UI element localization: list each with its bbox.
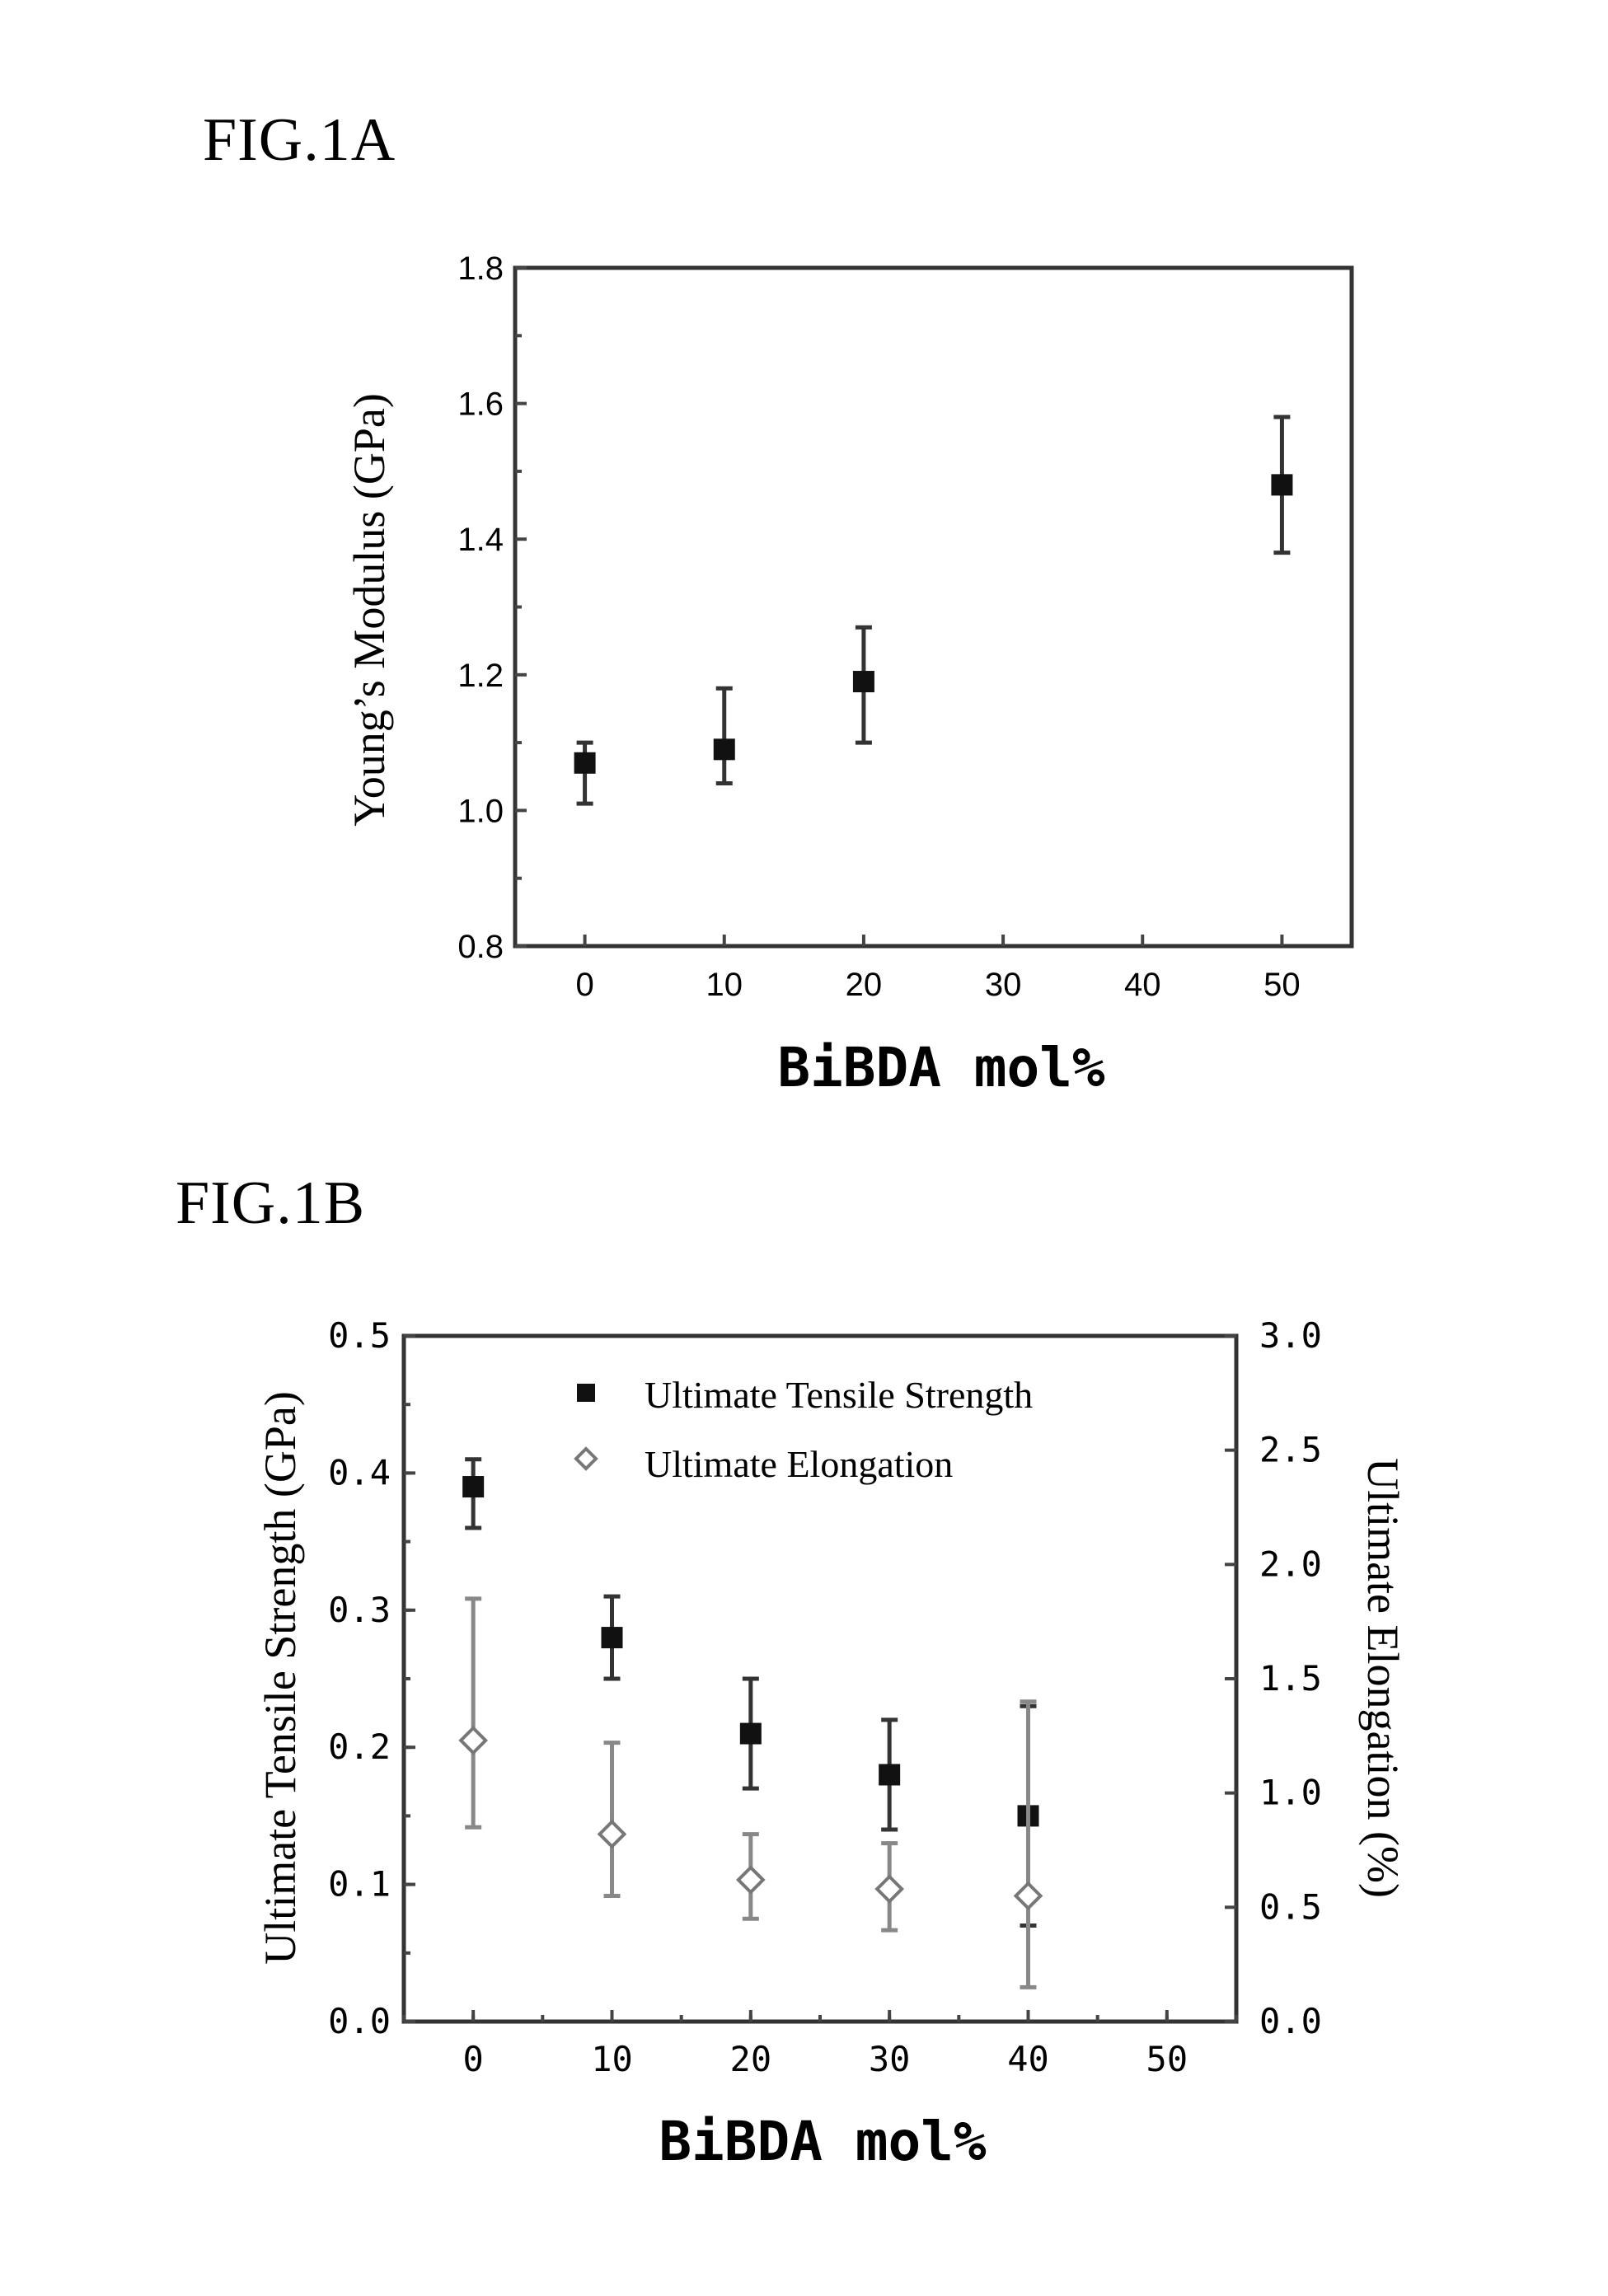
data-point-tensile <box>462 1476 484 1497</box>
y-tick-label-right: 2.5 <box>1259 1430 1322 1470</box>
x-tick-labels: 0 10 20 30 40 50 <box>575 967 1300 1003</box>
x-tick-label: 0 <box>575 967 593 1003</box>
x-tick-label: 10 <box>706 967 743 1003</box>
data-points-b <box>461 1460 1040 1988</box>
y-tick-label-right: 1.5 <box>1259 1658 1322 1699</box>
data-point-tensile <box>879 1764 900 1785</box>
data-point <box>1271 474 1292 495</box>
x-tick-label: 30 <box>985 967 1022 1003</box>
y-tick-label-right: 1.0 <box>1259 1773 1322 1813</box>
figure-1b-title: FIG.1B <box>176 1169 365 1239</box>
x-tick-marks-b <box>404 2010 1236 2022</box>
x-tick-label: 30 <box>869 2039 911 2079</box>
y-tick-label: 1.4 <box>457 522 504 558</box>
y-tick-label: 1.6 <box>457 387 504 423</box>
data-point-elongation <box>600 1822 625 1847</box>
y-tick-labels: 0.8 1.0 1.2 1.4 1.6 1.8 <box>457 251 504 965</box>
data-points <box>574 417 1293 804</box>
plot-frame <box>515 268 1352 946</box>
y-tick-label: 0.8 <box>457 929 504 965</box>
x-tick-label: 50 <box>1263 967 1301 1003</box>
y-tick-label-left: 0.0 <box>328 2001 391 2041</box>
y-tick-label: 1.8 <box>457 251 504 287</box>
x-tick-label: 50 <box>1146 2039 1188 2079</box>
data-point <box>574 752 596 774</box>
data-point-elongation <box>461 1728 485 1753</box>
y-tick-label: 1.2 <box>457 658 504 694</box>
x-tick-label: 40 <box>1007 2039 1049 2079</box>
data-point-elongation <box>877 1877 902 1901</box>
data-point-tensile <box>602 1627 623 1648</box>
y-tick-labels-left: 0.0 0.1 0.2 0.3 0.4 0.5 <box>328 1315 391 2041</box>
plot-frame-b <box>404 1336 1236 2022</box>
legend: Ultimate Tensile Strength Ultimate Elong… <box>576 1374 1033 1485</box>
x-axis-label: BiBDA mol% <box>777 1036 1105 1099</box>
x-tick-label: 40 <box>1124 967 1161 1003</box>
y-axis-label-right: Ultimate Elongation (%) <box>1358 1458 1408 1898</box>
legend-marker-filled <box>577 1384 595 1402</box>
x-tick-label: 0 <box>463 2039 484 2079</box>
y-tick-label-right: 0.0 <box>1259 2001 1322 2041</box>
x-axis-label-b: BiBDA mol% <box>659 2110 987 2173</box>
y-tick-label-left: 0.1 <box>328 1864 391 1905</box>
y-tick-label-right: 0.5 <box>1259 1886 1322 1927</box>
y-tick-label-right: 3.0 <box>1259 1315 1322 1356</box>
y-tick-marks-b <box>404 1336 1236 2022</box>
data-point <box>853 671 874 692</box>
x-tick-label: 10 <box>591 2039 633 2079</box>
y-axis-label-left: Ultimate Tensile Strength (GPa) <box>255 1391 305 1965</box>
data-point-elongation <box>738 1867 763 1892</box>
y-tick-label-left: 0.2 <box>328 1727 391 1767</box>
data-point-elongation <box>1016 1883 1041 1908</box>
legend-label-elongation: Ultimate Elongation <box>645 1443 953 1485</box>
x-tick-labels-b: 0 10 20 30 40 50 <box>463 2039 1188 2079</box>
y-tick-label-left: 0.5 <box>328 1315 391 1356</box>
y-tick-label: 1.0 <box>457 793 504 829</box>
x-tick-label: 20 <box>846 967 883 1003</box>
y-tick-labels-right: 0.0 0.5 1.0 1.5 2.0 2.5 3.0 <box>1259 1315 1322 2041</box>
youngs-modulus-chart: 0 10 20 30 40 50 0.8 1.0 1.2 1.4 1.6 1.8 Young’s M… <box>0 0 1608 1137</box>
data-point-tensile <box>740 1723 762 1745</box>
legend-label-tensile: Ultimate Tensile Strength <box>645 1374 1033 1416</box>
y-tick-label-right: 2.0 <box>1259 1544 1322 1584</box>
data-point-tensile <box>1018 1805 1039 1826</box>
y-axis-label: Young’s Modulus (GPa) <box>345 393 394 827</box>
y-tick-label-left: 0.4 <box>328 1452 391 1492</box>
data-point <box>714 738 735 760</box>
y-tick-label-left: 0.3 <box>328 1590 391 1630</box>
legend-marker-open <box>576 1449 596 1469</box>
x-tick-label: 20 <box>730 2039 772 2079</box>
